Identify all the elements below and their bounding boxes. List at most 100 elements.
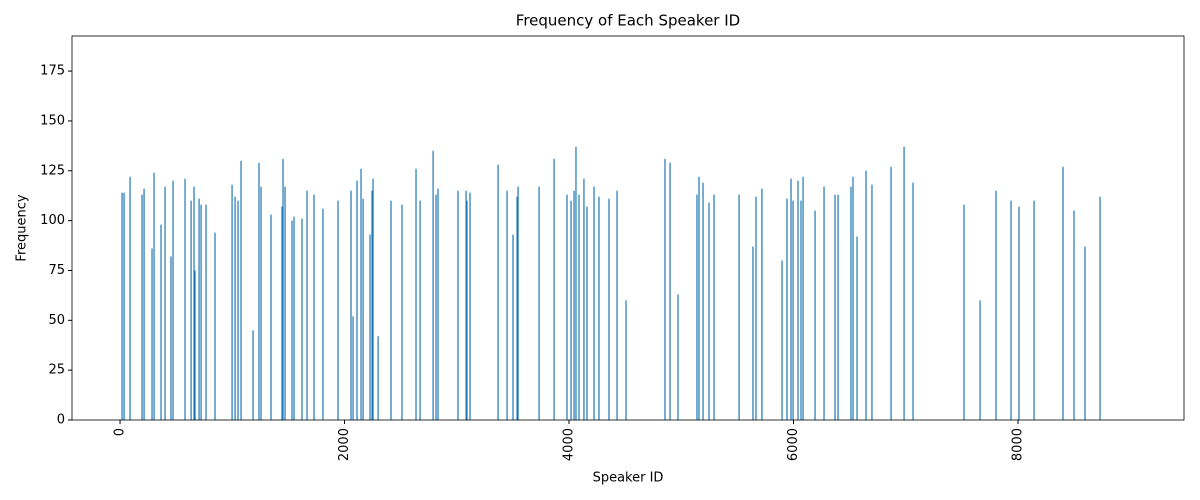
- bar: [172, 180, 174, 420]
- bar: [553, 158, 555, 420]
- bar: [1062, 166, 1064, 420]
- bar: [578, 194, 580, 420]
- x-tick-label: 6000: [786, 428, 801, 461]
- bar: [512, 234, 514, 420]
- bar: [190, 200, 192, 420]
- bar: [837, 194, 839, 420]
- bar: [761, 188, 763, 420]
- bar: [401, 204, 403, 420]
- bar: [497, 164, 499, 420]
- bar: [664, 158, 666, 420]
- bar: [200, 204, 202, 420]
- x-tick-label: 0: [113, 428, 128, 436]
- bar: [231, 184, 233, 420]
- plot-frame: [71, 35, 1185, 421]
- bar: [457, 190, 459, 420]
- bar: [151, 248, 153, 420]
- bar: [702, 182, 704, 420]
- bar: [616, 190, 618, 420]
- y-tick-label: 100: [40, 213, 65, 228]
- y-axis-label: Frequency: [15, 194, 30, 261]
- bar: [337, 200, 339, 420]
- bar: [912, 182, 914, 420]
- bar: [570, 200, 572, 420]
- bar: [517, 186, 519, 420]
- bar: [377, 336, 379, 420]
- bar: [160, 224, 162, 420]
- y-tick-label: 175: [40, 64, 65, 79]
- bar: [301, 218, 303, 420]
- bar: [435, 194, 437, 420]
- bar: [865, 170, 867, 420]
- bar: [293, 216, 295, 420]
- x-tick-label: 2000: [337, 428, 352, 461]
- bar: [538, 186, 540, 420]
- bar: [1018, 206, 1020, 420]
- bar: [214, 232, 216, 420]
- bar: [1084, 246, 1086, 420]
- bar: [834, 194, 836, 420]
- bar: [903, 146, 905, 420]
- bar: [258, 162, 260, 420]
- bar: [123, 192, 125, 420]
- bar: [194, 270, 196, 420]
- bar: [1099, 196, 1101, 420]
- bar: [586, 206, 588, 420]
- bar: [198, 198, 200, 420]
- bar: [164, 186, 166, 420]
- bar: [270, 214, 272, 420]
- bar: [322, 208, 324, 420]
- bar: [995, 190, 997, 420]
- bar: [669, 162, 671, 420]
- x-axis-label: Speaker ID: [593, 471, 664, 486]
- bar: [871, 184, 873, 420]
- bar: [583, 178, 585, 420]
- bar: [852, 176, 854, 420]
- bar: [184, 178, 186, 420]
- bar: [823, 186, 825, 420]
- bar: [143, 188, 145, 420]
- bar: [566, 194, 568, 420]
- bar: [708, 202, 710, 420]
- bar: [352, 316, 354, 420]
- bar: [593, 186, 595, 420]
- bar: [963, 204, 965, 420]
- bar: [516, 196, 518, 420]
- bar: [1073, 210, 1075, 420]
- bar: [698, 176, 700, 420]
- bar: [797, 180, 799, 420]
- bar: [390, 200, 392, 420]
- bar: [260, 186, 262, 420]
- bar: [193, 186, 195, 420]
- bar: [419, 200, 421, 420]
- bar: [371, 190, 373, 420]
- bar: [790, 178, 792, 420]
- bar: [415, 168, 417, 420]
- bar: [713, 194, 715, 420]
- bar: [738, 194, 740, 420]
- x-tick-label: 8000: [1010, 428, 1025, 461]
- bar: [281, 206, 283, 420]
- bar: [1010, 200, 1012, 420]
- bar: [432, 150, 434, 420]
- bar: [755, 196, 757, 420]
- bar: [362, 198, 364, 420]
- y-tick-label: 150: [40, 113, 65, 128]
- bar: [573, 190, 575, 420]
- bar: [350, 190, 352, 420]
- bar: [890, 166, 892, 420]
- bar: [814, 210, 816, 420]
- y-tick-label: 75: [48, 263, 65, 278]
- bar: [786, 198, 788, 420]
- bar: [506, 190, 508, 420]
- y-tick-label: 0: [57, 413, 65, 428]
- bar: [792, 200, 794, 420]
- bar: [802, 176, 804, 420]
- bar: [237, 200, 239, 420]
- bar: [781, 260, 783, 420]
- bar: [291, 220, 293, 420]
- bar: [469, 192, 471, 420]
- bar: [372, 178, 374, 420]
- bar: [356, 180, 358, 420]
- bar: [141, 194, 143, 420]
